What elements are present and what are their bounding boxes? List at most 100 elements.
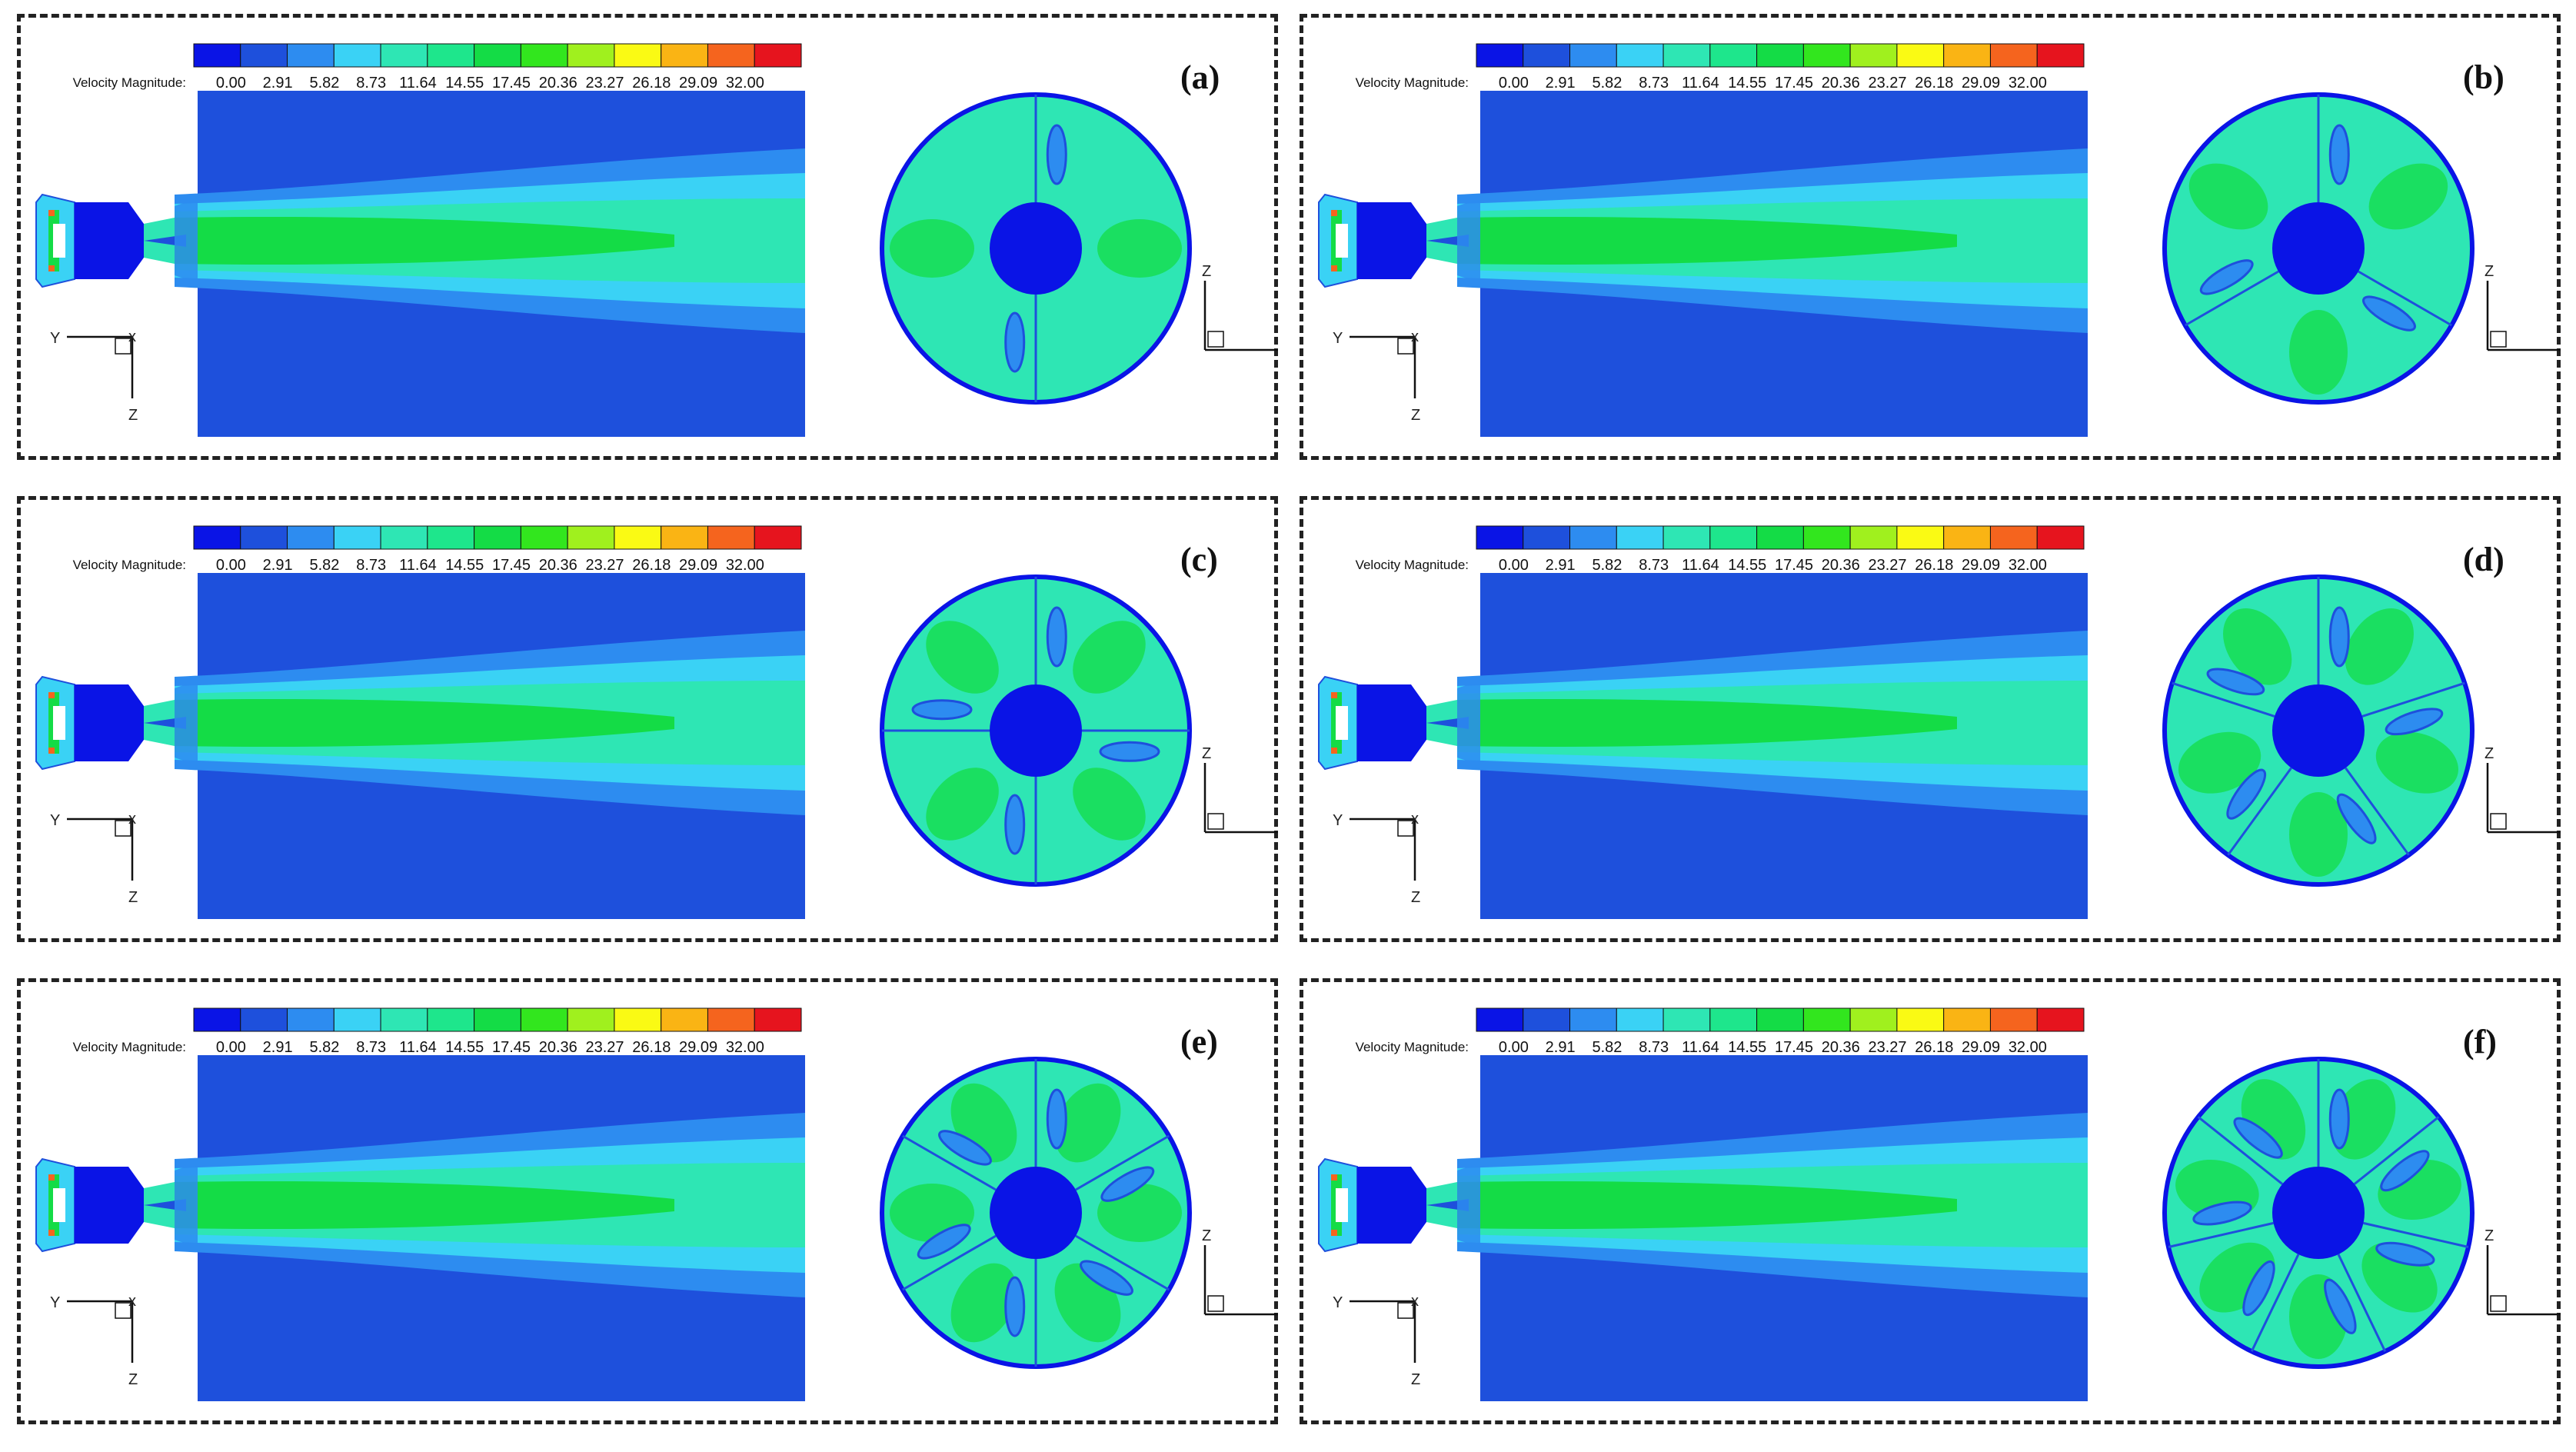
sector-high-velocity	[2289, 310, 2348, 395]
hub	[2272, 202, 2365, 295]
vortex-pocket	[1004, 794, 1026, 855]
axis-y-label: Y	[1333, 1294, 1343, 1311]
colorbar-tick-label: 32.00	[2009, 557, 2047, 574]
vortex-pocket	[2362, 295, 2416, 331]
blade-line	[2358, 270, 2452, 327]
inlet-window	[1336, 706, 1348, 740]
colorbar-segment	[1802, 43, 1851, 68]
colorbar-tick-label: 20.36	[539, 557, 577, 574]
blade-line	[2172, 681, 2275, 718]
blade-line	[2361, 681, 2465, 718]
colorbar-tick-label: 5.82	[1592, 1039, 1622, 1056]
colorbar-tick-label: 29.09	[679, 557, 717, 574]
colorbar-tick-label: 11.64	[1682, 75, 1719, 92]
colorbar-tick-label: 14.55	[1728, 557, 1766, 574]
vortex-pocket	[1046, 124, 1067, 185]
colorbar-segment	[1849, 525, 1898, 550]
axis-y-label: Y	[50, 330, 60, 347]
axis-x-label: x	[128, 1293, 136, 1310]
axis-y-label: Y	[1333, 812, 1343, 829]
vortex-pocket	[1004, 311, 1026, 373]
colorbar-segment	[380, 525, 428, 550]
inlet-hotspot	[1331, 210, 1337, 216]
jet-core	[1457, 1181, 1957, 1230]
colorbar-tick-label: 20.36	[1822, 557, 1860, 574]
vortex-pocket	[2375, 1241, 2435, 1267]
colorbar-segment	[427, 1007, 475, 1032]
colorbar-tick-label: 8.73	[356, 557, 386, 574]
nozzle-exit-ring	[1457, 201, 1480, 280]
inlet-window	[1336, 224, 1348, 258]
colorbar-tick-label: 5.82	[309, 557, 339, 574]
sector-high-velocity	[1073, 768, 1146, 841]
vortex-pocket	[1099, 741, 1160, 762]
nozzle-exit-ring	[1457, 1166, 1480, 1244]
colorbar-segment	[1662, 43, 1711, 68]
colorbar-segment	[380, 1007, 428, 1032]
panel-svg: Velocity Magnitude: 0.00 2.91 5.82 8.73 11.64…	[35, 1007, 1278, 1401]
panel-svg: Velocity Magnitude: 0.00 2.91 5.82 8.73 11.64…	[35, 525, 1278, 919]
colorbar-segment	[614, 1007, 662, 1032]
colorbar-tick-label: 11.64	[399, 557, 437, 574]
colorbar-tick-label: 32.00	[726, 1039, 764, 1056]
colorbar-segment	[240, 1007, 288, 1032]
axis-z-label: Z	[128, 407, 138, 424]
axis-z-label: Z	[1411, 889, 1420, 906]
inlet-hotspot	[48, 1174, 55, 1181]
colorbar-tick-label: 2.91	[1546, 75, 1576, 92]
colorbar-segment	[567, 525, 615, 550]
sector-high-velocity	[1097, 219, 1182, 278]
colorbar-segment	[1476, 525, 1524, 550]
colorbar-tick-label: 23.27	[586, 557, 624, 574]
vortex-pocket	[917, 1224, 971, 1260]
jet-core	[1457, 698, 1957, 748]
blade-line	[2353, 1116, 2440, 1185]
colorbar-tick-label: 29.09	[1962, 75, 2000, 92]
nozzle-body	[1357, 684, 1426, 761]
axis-corner-box	[1397, 338, 1414, 355]
axis-y-label: Y	[1333, 330, 1343, 347]
colorbar-segment	[1756, 43, 1804, 68]
colorbar-tick-label: 17.45	[492, 75, 531, 92]
sector-high-velocity	[1073, 621, 1146, 694]
inlet-hotspot	[48, 210, 55, 216]
blade-line	[902, 1234, 997, 1291]
sector-high-velocity	[926, 621, 999, 694]
colorbar-tick-label: 11.64	[399, 1039, 437, 1056]
colorbar-tick-label: 5.82	[309, 75, 339, 92]
blade-line	[2363, 1221, 2469, 1248]
axis-corner-box	[1207, 331, 1224, 348]
blade-line	[1075, 1134, 1170, 1191]
colorbar-tick-label: 14.55	[445, 1039, 484, 1056]
colorbar-segment	[1569, 43, 1617, 68]
velocity-magnitude-label: Velocity Magnitude:	[1356, 75, 1469, 90]
panel-svg: Velocity Magnitude: 0.00 2.91 5.82 8.73 11.64…	[1318, 43, 2561, 437]
colorbar-tick-label: 26.18	[1915, 75, 1953, 92]
colorbar-segment	[1896, 43, 1945, 68]
colorbar-tick-label: 26.18	[632, 557, 671, 574]
colorbar-tick-label: 20.36	[539, 75, 577, 92]
nozzle-body	[1357, 1167, 1426, 1244]
colorbar-tick-label: 29.09	[679, 75, 717, 92]
colorbar-tick-label: 23.27	[586, 75, 624, 92]
colorbar-segment	[661, 1007, 708, 1032]
vortex-pocket	[2226, 768, 2267, 820]
axis-corner-box	[115, 338, 131, 355]
colorbar-tick-label: 26.18	[1915, 1039, 1953, 1056]
colorbar-segment	[240, 525, 288, 550]
colorbar-segment	[614, 525, 662, 550]
inlet-window	[53, 224, 65, 258]
nozzle-exit-ring	[175, 201, 198, 280]
inlet-hotspot	[1331, 692, 1337, 698]
colorbar-tick-label: 17.45	[492, 557, 531, 574]
colorbar-segment	[614, 43, 662, 68]
blade-line	[902, 1134, 997, 1191]
jet-core	[175, 698, 674, 748]
colorbar-tick-label: 2.91	[1546, 1039, 1576, 1056]
sector-high-velocity	[1054, 1083, 1121, 1163]
sector-high-velocity	[2178, 731, 2261, 794]
colorbar-tick-label: 32.00	[726, 75, 764, 92]
colorbar-segment	[2036, 1007, 2085, 1032]
axis-z-label: Z	[1411, 407, 1420, 424]
colorbar-segment	[240, 43, 288, 68]
